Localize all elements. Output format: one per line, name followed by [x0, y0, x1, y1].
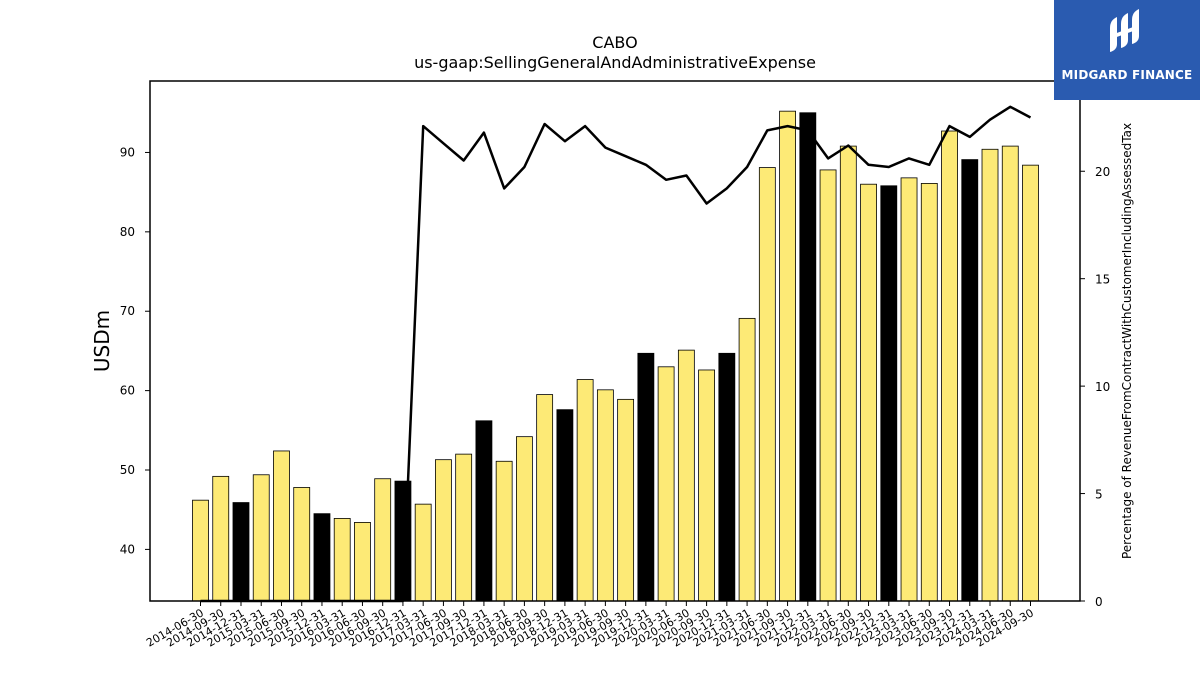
y2-tick-label: 5 [1095, 488, 1103, 502]
bar-2017-03-31 [414, 503, 432, 602]
bar-2024-03-31 [981, 148, 999, 602]
bar-2023-12-31 [961, 159, 979, 602]
brand-logo: MIDGARD FINANCE [1054, 0, 1200, 100]
right-y-axis: 0 5 10 15 20 [1080, 165, 1110, 609]
bar-2018-09-30 [536, 394, 554, 602]
bar-2015-03-31 [252, 474, 270, 602]
bar-2014-12-31 [232, 502, 250, 602]
y-tick-label: 80 [120, 225, 135, 239]
bar-2014-09-30 [212, 475, 230, 602]
brand-name: MIDGARD FINANCE [1061, 68, 1193, 82]
bar-2022-06-30 [839, 145, 857, 602]
bar-2015-12-31 [313, 513, 331, 602]
bar-2020-03-31 [657, 366, 675, 602]
bar-2016-03-31 [333, 518, 351, 602]
bar-2023-09-30 [941, 130, 958, 602]
bar-2015-09-30 [293, 487, 311, 602]
bar-2021-09-30 [779, 110, 796, 602]
bar-2023-06-30 [920, 183, 938, 602]
bar-2019-03-31 [576, 379, 594, 602]
bar-2015-06-30 [273, 450, 290, 602]
bar-2021-03-31 [738, 317, 756, 602]
bar-2022-03-31 [819, 169, 837, 602]
x-axis: 2014-06-302014-09-302014-12-312015-03-31… [144, 601, 1036, 650]
bar-2022-09-30 [860, 183, 877, 602]
bar-2020-09-30 [698, 369, 715, 602]
left-y-axis: 40 50 60 70 80 90 [120, 145, 150, 556]
y-tick-label: 50 [120, 463, 135, 477]
bar-2019-09-30 [617, 398, 635, 602]
y-tick-label: 40 [120, 542, 135, 556]
bar-2021-06-30 [758, 167, 776, 602]
bar-2021-12-31 [799, 112, 817, 602]
y2-tick-label: 0 [1095, 595, 1103, 609]
bar-2018-03-31 [495, 460, 513, 602]
bar-2018-06-30 [516, 436, 533, 602]
y2-tick-label: 10 [1095, 380, 1110, 394]
bar-2024-06-30 [1001, 145, 1019, 602]
bar-2017-06-30 [435, 459, 452, 602]
y-tick-label: 60 [120, 384, 135, 398]
chart-subtitle: us-gaap:SellingGeneralAndAdministrativeE… [414, 53, 816, 72]
bar-2017-12-31 [475, 420, 493, 602]
y-tick-label: 90 [120, 145, 135, 159]
plot-frame [149, 80, 1081, 602]
y-tick-label: 70 [120, 304, 135, 318]
bar-2019-12-31 [637, 352, 655, 602]
bar-2014-06-30 [192, 499, 209, 602]
bar-2019-06-30 [596, 389, 614, 602]
chart-title: CABO [592, 33, 637, 52]
bar-2024-09-30 [1022, 164, 1039, 602]
bar-2018-12-31 [556, 409, 574, 602]
right-y-axis-label: Percentage of RevenueFromContractWithCus… [1120, 123, 1134, 559]
y-axis-label: USDm [90, 310, 114, 372]
bar-2022-12-31 [880, 185, 898, 602]
y2-tick-label: 20 [1095, 165, 1110, 179]
midgard-logo-icon [1110, 9, 1139, 52]
bar-series [192, 110, 1039, 602]
bar-2023-03-31 [900, 177, 918, 602]
bar-2017-09-30 [455, 453, 473, 602]
bar-2020-06-30 [677, 349, 695, 602]
bar-2020-12-31 [718, 352, 736, 602]
bar-2016-06-30 [354, 522, 371, 602]
y2-tick-label: 15 [1095, 273, 1110, 287]
bar-2016-09-30 [374, 478, 392, 602]
